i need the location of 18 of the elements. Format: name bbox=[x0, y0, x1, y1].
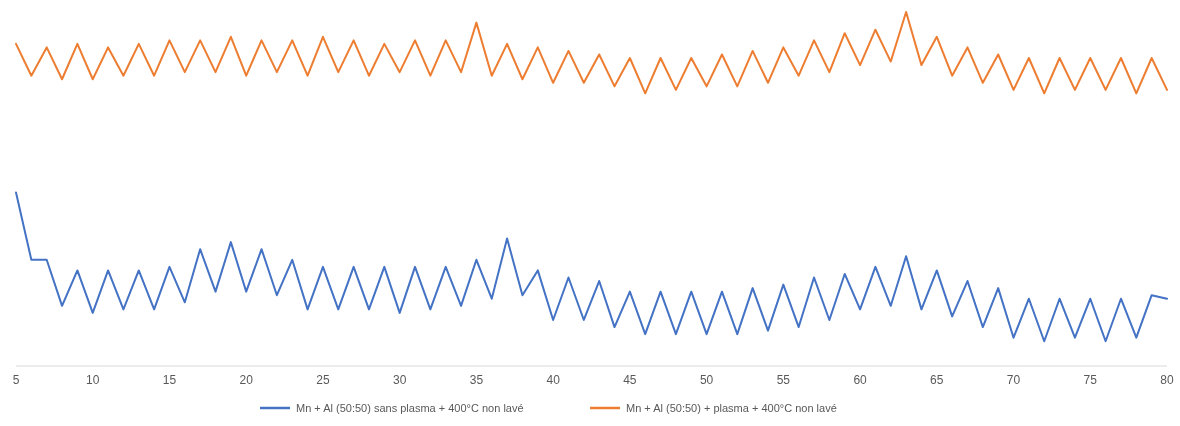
x-tick-label: 15 bbox=[162, 373, 177, 387]
x-tick-label: 30 bbox=[392, 373, 407, 387]
legend-label: Mn + Al (50:50) sans plasma + 400°C non lavé bbox=[296, 402, 524, 414]
x-tick-label: 35 bbox=[469, 373, 484, 387]
x-tick-label: 20 bbox=[239, 373, 254, 387]
x-tick-label: 45 bbox=[623, 373, 637, 387]
x-tick-label: 65 bbox=[930, 373, 944, 387]
x-tick-label: 5 bbox=[12, 373, 20, 387]
x-tick-label: 70 bbox=[1006, 373, 1021, 387]
x-tick-label: 25 bbox=[316, 373, 330, 387]
x-tick-label: 10 bbox=[86, 373, 100, 387]
x-tick-label: 80 bbox=[1160, 373, 1174, 387]
x-tick-label: 55 bbox=[776, 373, 791, 387]
x-tick-label: 60 bbox=[853, 373, 868, 387]
x-tick-label: 50 bbox=[699, 373, 714, 387]
legend-label: Mn + Al (50:50) + plasma + 400°C non lavé bbox=[626, 402, 837, 414]
x-tick-label: 40 bbox=[546, 373, 561, 387]
x-tick-label: 75 bbox=[1083, 373, 1098, 387]
